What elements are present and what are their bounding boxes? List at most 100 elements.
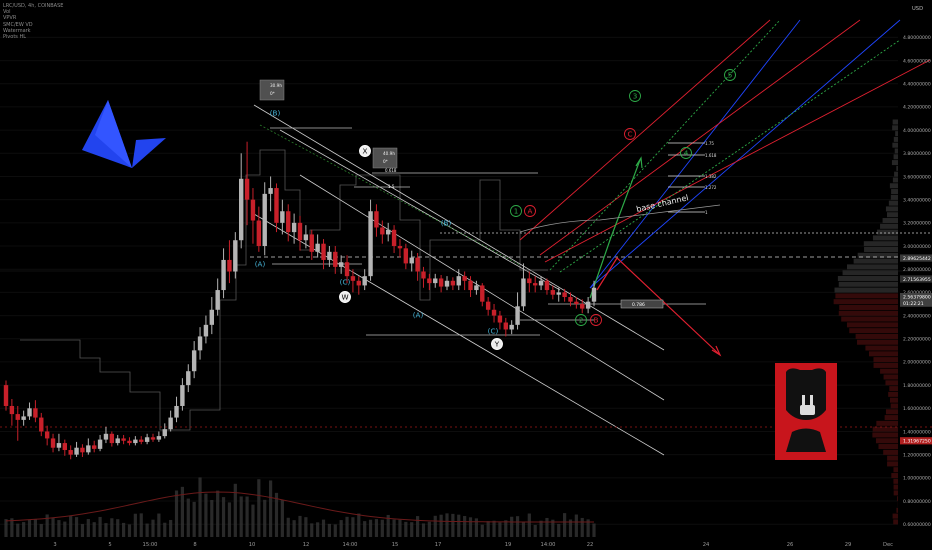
wave-label-c-mid: (C) [488,327,499,336]
candle-body [221,259,226,291]
candle-body [338,262,344,267]
candle-body [44,431,50,439]
vpvr-bar [875,438,898,444]
legend-vpvr[interactable]: VPVR [3,15,17,22]
candle-body [415,257,420,272]
vpvr-bar [892,177,898,183]
fib-fan-line [589,19,801,289]
volume-bar [321,519,326,537]
vpvr-bar [880,223,898,229]
candle-body [527,278,532,284]
volume-bar [251,504,255,537]
candle-body [344,262,350,277]
candle-body [86,445,91,453]
volume-bar [180,486,184,537]
time-tick-label: 29 [845,542,852,548]
price-tag-label: 01:22:21 [903,301,924,307]
volume-bar [227,502,232,537]
legend-smc[interactable]: SMC/EW VD [3,21,33,28]
candle-body [162,429,167,437]
volume-bar [345,516,349,537]
volume-bar [186,498,190,537]
wave-label-5-circle [724,69,736,81]
candle-body [574,301,579,304]
vpvr-bar [835,293,898,299]
candle-body [256,220,262,247]
volume-bar [86,519,90,537]
candle-body [544,280,550,291]
volume-bar [45,514,49,537]
fib-level-label: 1.75 [705,141,714,146]
price-tag-label: 2.56379800 [903,294,931,300]
candle-body [227,259,232,272]
price-tag [900,299,932,307]
price-tick-label: 3.20000000 [903,221,931,227]
price-axis[interactable]: USD 4.80000000 4.60000000 4.40000000 4.20000… [900,6,932,528]
volume-bar [245,496,249,537]
time-axis[interactable]: 3 5 15:00 8 10 12 14:00 15 17 19 14:00 22 24 26 29 Dec [53,542,893,548]
candle-body [497,315,503,323]
volume-bar [163,522,167,537]
volume-bar [545,517,549,537]
volume-bar [274,492,279,537]
vpvr-bar [839,304,898,310]
volume-bar [374,519,379,537]
candle-body [397,246,403,249]
candle-body [591,287,597,302]
price-tick-label: 0.80000000 [903,499,931,505]
candle-body [433,278,438,284]
candle-body [133,439,138,444]
volume-bar [269,480,273,537]
vpvr-bar [863,241,898,247]
wave-label-x-circle [359,145,371,157]
price-tick-label: 2.40000000 [903,313,931,319]
volume-bar [368,519,373,537]
measure-box [372,147,398,169]
candle-body [168,417,173,430]
volume-bar [92,522,96,537]
candle-body [250,199,256,221]
candle-body [15,414,20,420]
vpvr-bar [893,478,898,484]
vpvr-bar [849,328,898,334]
time-tick-label: 3 [53,542,56,548]
wave-label-a-red: A [528,207,533,216]
vpvr-bar [892,142,898,148]
wave-label-2-circle [575,314,587,326]
candle-body [356,280,361,286]
price-tick-label: 2.00000000 [903,360,931,366]
fib-box-label: 0.786 [632,302,645,308]
vpvr-bar [847,264,898,270]
legend-pivots[interactable]: Pivots HL [3,34,27,41]
price-tick-label: 4.00000000 [903,128,931,134]
volume-bar [286,517,290,537]
volume-bar [363,521,367,537]
wave-label-w: W [341,293,348,302]
volume-bar [151,519,155,537]
candle-body [262,193,267,247]
candle-body [374,211,379,228]
legend-volume[interactable]: Vol [3,9,11,16]
price-tick-label: 2.20000000 [903,337,931,343]
candle-body [309,234,314,252]
vpvr-bar [885,409,898,415]
vpvr-bar [896,507,898,513]
volume-bar [592,523,596,537]
vpvr-bar [891,160,898,166]
legend-symbol[interactable]: LRC/USD, 4h, COINBASE [3,3,64,9]
volume-bar [157,513,161,537]
channel-line [253,104,665,351]
legend-watermark[interactable]: Watermark [3,27,31,34]
candle-body [321,243,326,260]
volume-bar [586,519,590,537]
volume-bar [504,520,508,537]
wave-label-3: 3 [633,92,638,101]
vpvr-bar [872,432,898,438]
time-tick-label: 17 [435,542,442,548]
volume-bar [69,515,73,537]
volume-bar [310,523,314,537]
price-tick-label: 4.60000000 [903,58,931,64]
price-tick-label: 1.80000000 [903,383,931,389]
candle-body [568,297,573,302]
